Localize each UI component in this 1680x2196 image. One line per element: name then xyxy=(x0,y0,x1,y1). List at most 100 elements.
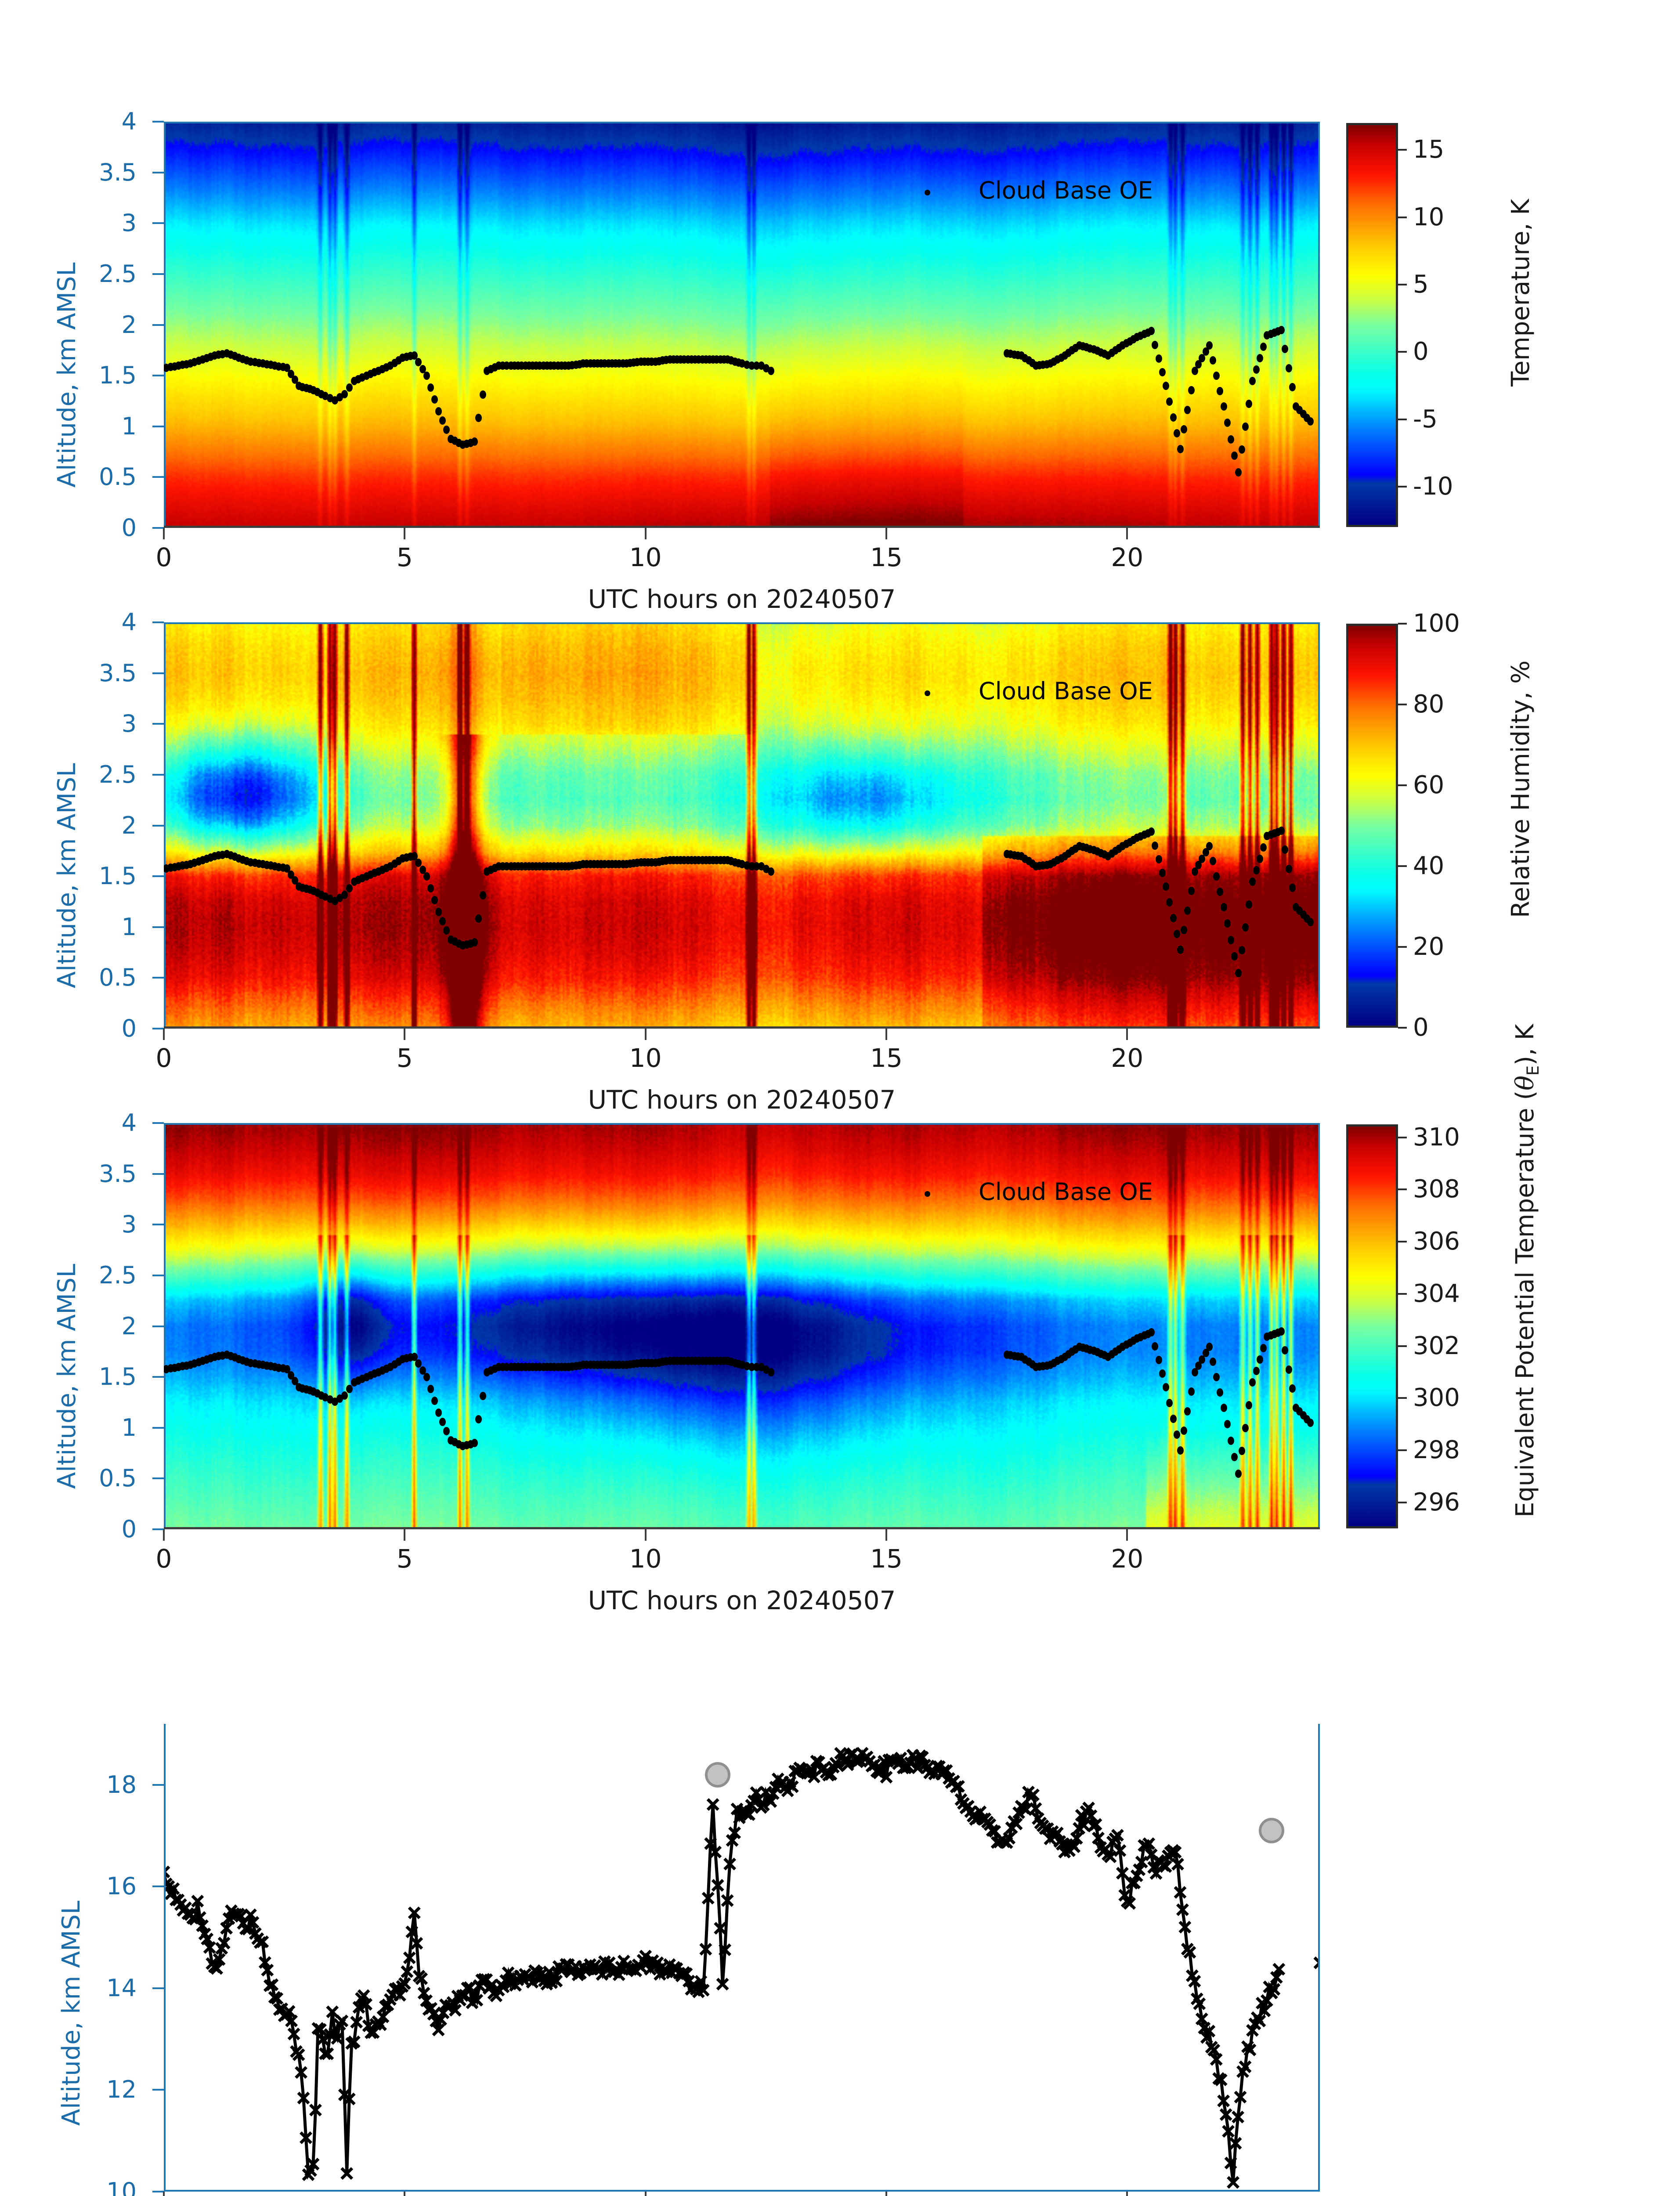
cloud-base-dot xyxy=(1166,898,1173,907)
cloud-base-dot xyxy=(1202,848,1209,857)
x-tick-label: 20 xyxy=(1111,1544,1144,1574)
colorbar-tick-label: 0 xyxy=(1413,1013,1429,1042)
cloud-base-dot xyxy=(1152,1342,1159,1351)
cloud-base-dot xyxy=(1260,342,1267,351)
top-spine xyxy=(164,122,1320,123)
panel-relative-humidity: Cloud Base OE 0 0.5 1 1.5 2 2.5 3 3.5 4 Altitude… xyxy=(0,501,1680,1115)
cloud-base-dot xyxy=(1242,1423,1249,1432)
cloud-base-dot xyxy=(1246,1401,1253,1409)
right-spine xyxy=(1318,622,1320,1029)
x-axis-label: UTC hours on 20240507 xyxy=(588,584,896,614)
cloud-base-dot xyxy=(1199,854,1206,863)
y-tick xyxy=(152,527,164,529)
x-axis-spine xyxy=(164,1527,1320,1529)
x-tick xyxy=(644,1529,647,1541)
cloud-base-dot xyxy=(1148,827,1155,836)
y-tick-label: 2 xyxy=(121,1312,137,1340)
cloud-base-dot xyxy=(1159,1369,1166,1378)
theta-e-colorbar[interactable] xyxy=(1346,1124,1398,1528)
x-tick xyxy=(644,528,647,539)
cloud-base-dot xyxy=(479,891,486,899)
colorbar-tick-label: 296 xyxy=(1413,1488,1460,1517)
colorbar-tick-label: 304 xyxy=(1413,1279,1460,1308)
lts-plot-area[interactable] xyxy=(164,1724,1320,2192)
y-tick-label: 2.5 xyxy=(99,260,137,288)
x-tick xyxy=(644,1029,647,1040)
cloud-base-dot xyxy=(1224,919,1231,928)
relative-humidity-colorbar[interactable] xyxy=(1346,624,1398,1028)
cloud-base-dot xyxy=(1260,1344,1267,1352)
cloud-base-dot xyxy=(1249,877,1256,886)
relative-humidity-plot-area[interactable]: Cloud Base OE xyxy=(164,622,1320,1029)
right-spine xyxy=(1318,1123,1320,1529)
cloud-base-dot xyxy=(1249,376,1256,385)
y-tick-label: 1.5 xyxy=(99,862,137,890)
cloud-base-dot xyxy=(767,366,774,375)
x-tick-label: 5 xyxy=(396,1043,413,1073)
colorbar-tick-label: 306 xyxy=(1413,1227,1460,1256)
y-tick xyxy=(152,121,164,123)
cloud-base-dot xyxy=(1278,326,1285,335)
cloud-base-dot xyxy=(415,859,422,867)
y-tick-label: 4 xyxy=(121,608,137,636)
cloud-base-dot xyxy=(1166,1399,1173,1408)
cloud-base-dot xyxy=(291,376,298,384)
cloud-base-dot xyxy=(423,372,430,380)
cloud-base-annotation: Cloud Base OE xyxy=(979,177,1153,204)
colorbar-tick-label: 310 xyxy=(1413,1123,1460,1152)
y-tick-label: 1.5 xyxy=(99,361,137,390)
cloud-base-dot xyxy=(1224,1420,1231,1429)
x-tick-label: 15 xyxy=(870,542,903,572)
colorbar-tick xyxy=(1398,1136,1407,1138)
colorbar-tick xyxy=(1398,704,1407,705)
cloud-base-dot xyxy=(1285,1365,1292,1374)
temperature-colorbar[interactable] xyxy=(1346,123,1398,527)
cloud-base-dot xyxy=(1307,417,1314,426)
cloud-base-dot xyxy=(341,1391,348,1400)
cloud-base-dot xyxy=(1195,360,1202,369)
cloud-base-dot xyxy=(427,884,434,893)
x-tick-label: 10 xyxy=(629,1043,662,1073)
panel-temperature: Cloud Base OE 0 0.5 1 1.5 2 2.5 3 3.5 4 Altitude… xyxy=(0,0,1680,614)
cloud-base-dot xyxy=(1209,356,1216,365)
x-tick xyxy=(885,528,887,539)
theta-e-colorbar-label: Equivalent Potential Temperature (θE), K xyxy=(1511,1024,1543,1517)
cloud-base-dot xyxy=(1238,1446,1245,1455)
cloud-base-dot xyxy=(415,358,422,367)
theta-e-plot-area[interactable]: Cloud Base OE xyxy=(164,1123,1320,1529)
y-tick xyxy=(152,476,164,478)
theta-e-heatmap xyxy=(164,1123,1320,1529)
cloud-base-dot xyxy=(1173,1430,1180,1439)
cloud-base-legend-dot xyxy=(925,190,930,195)
cloud-base-dot xyxy=(1238,445,1245,454)
y-tick-label: 1.5 xyxy=(99,1363,137,1391)
cloud-base-dot xyxy=(1159,869,1166,878)
colorbar-tick xyxy=(1398,865,1407,867)
colorbar-gradient xyxy=(1348,1127,1396,1526)
x-tick xyxy=(163,528,165,539)
y-tick-label: 18 xyxy=(106,1770,137,1799)
temperature-plot-area[interactable]: Cloud Base OE xyxy=(164,122,1320,528)
cloud-base-dot xyxy=(1224,419,1231,427)
cloud-base-dot xyxy=(1213,872,1220,881)
cloud-base-dot xyxy=(1285,864,1292,873)
y-tick-label: 14 xyxy=(106,1974,137,2002)
y-tick xyxy=(152,273,164,275)
y-tick xyxy=(152,1173,164,1175)
sonde-lts-marker xyxy=(705,1762,731,1788)
y-tick xyxy=(152,1784,164,1786)
x-tick-label: 10 xyxy=(629,542,662,572)
cloud-base-dot xyxy=(1170,914,1177,922)
x-tick xyxy=(163,1029,165,1040)
x-tick xyxy=(404,528,406,539)
cloud-base-dot xyxy=(287,1371,294,1380)
colorbar-tick xyxy=(1398,1501,1407,1503)
cloud-base-dot xyxy=(415,1359,422,1368)
y-tick-label: 4 xyxy=(121,108,137,135)
y-axis-spine xyxy=(164,122,166,528)
relative-humidity-colorbar-label: Relative Humidity, % xyxy=(1507,660,1535,918)
y-tick xyxy=(152,824,164,827)
cloud-base-dot xyxy=(1163,1383,1170,1392)
y-tick xyxy=(152,672,164,674)
